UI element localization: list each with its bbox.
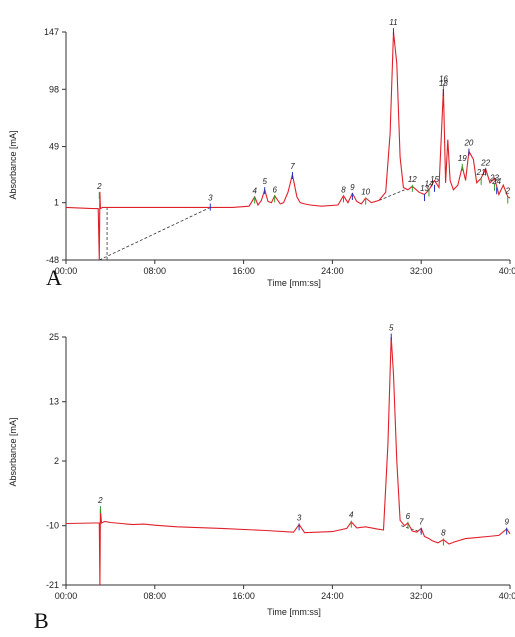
peak-label: 2	[97, 496, 103, 505]
peak-label: 6	[406, 512, 411, 521]
chromatogram-trace-a	[65, 31, 511, 261]
y-axis-title-a: Absorbance [mA]	[8, 130, 18, 199]
x-axis-title-a: Time [mm:ss]	[267, 278, 321, 288]
x-tick-label: 16:00	[232, 266, 255, 276]
peak-label: 9	[504, 518, 509, 527]
x-tick-label: 00:00	[55, 591, 78, 601]
peak-label: 13	[420, 184, 429, 193]
peak-label: 11	[389, 18, 397, 27]
x-tick-label: 08:00	[144, 266, 167, 276]
peak-label: 22	[480, 158, 490, 167]
peak-label: 8	[341, 185, 346, 194]
peak-label: 7	[290, 162, 295, 171]
peak-label: 3	[297, 513, 302, 522]
peak-label: 2	[505, 187, 511, 196]
x-axis-title-b: Time [mm:ss]	[267, 607, 321, 617]
chromatogram-panel-b: Absorbance [mA] Time [mm:ss] B 25132-10-…	[8, 324, 515, 633]
peak-label: 16	[439, 74, 448, 83]
x-tick-label: 08:00	[144, 591, 167, 601]
peak-label: 6	[272, 185, 277, 194]
y-tick-label: 2	[54, 456, 59, 466]
x-tick-label: 16:00	[232, 591, 255, 601]
peak-label: 5	[262, 177, 267, 186]
peak-label: 12	[408, 175, 417, 184]
peak-label: 15	[430, 175, 439, 184]
y-tick-label: -48	[46, 255, 59, 265]
chromatogram-panel-a: Absorbance [mA] Time [mm:ss] A 14798491-…	[8, 18, 515, 290]
peak-label: 19	[458, 154, 467, 163]
x-tick-label: 24:00	[321, 266, 344, 276]
peak-label: 20	[463, 139, 473, 148]
y-tick-label: 1	[54, 198, 59, 208]
x-tick-label: 32:00	[410, 591, 433, 601]
integration-baseline	[99, 207, 211, 261]
peak-label: 5	[389, 324, 394, 333]
x-tick-label: 32:00	[410, 266, 433, 276]
y-tick-label: -21	[46, 580, 59, 590]
peak-label: 23	[489, 174, 499, 183]
peak-label: 4	[252, 187, 257, 196]
peak-label: 24	[491, 177, 501, 186]
x-tick-label: 40:00	[499, 591, 515, 601]
panel-letter-b: B	[34, 608, 49, 633]
peak-label: 7	[419, 518, 424, 527]
peak-label: 21	[476, 168, 486, 177]
peak-label: 8	[441, 528, 446, 537]
peak-label: 18	[439, 79, 448, 88]
panel-letter-a: A	[46, 265, 62, 290]
chromatogram-trace-b	[65, 336, 511, 586]
y-tick-label: 147	[44, 27, 59, 37]
x-tick-label: 24:00	[321, 591, 344, 601]
peak-label: 10	[361, 188, 370, 197]
peak-label: 14	[425, 180, 434, 189]
y-tick-label: 13	[49, 397, 59, 407]
y-tick-label: 49	[49, 142, 59, 152]
x-tick-label: 00:00	[55, 266, 78, 276]
y-tick-label: -10	[46, 521, 59, 531]
y-tick-label: 98	[49, 84, 59, 94]
peak-label: 9	[350, 183, 355, 192]
peak-label: 4	[349, 511, 354, 520]
peak-label: 3	[208, 194, 213, 203]
y-axis-title-b: Absorbance [mA]	[8, 417, 18, 486]
y-tick-label: 25	[49, 332, 59, 342]
peak-label: 2	[96, 182, 102, 191]
x-tick-label: 40:00	[499, 266, 515, 276]
